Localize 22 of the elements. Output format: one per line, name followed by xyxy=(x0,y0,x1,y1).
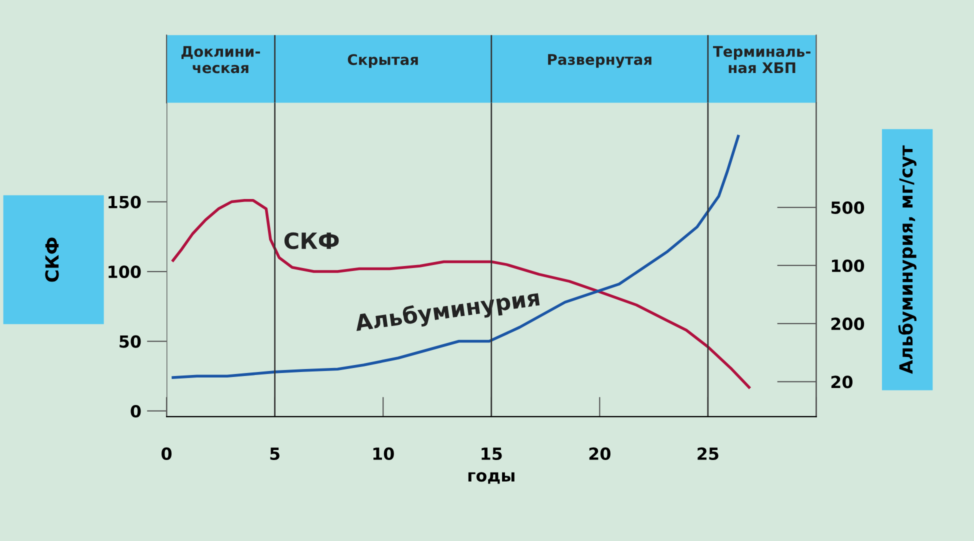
y-tick-label: 0 xyxy=(130,404,141,418)
text: Терминаль- ная ХБП xyxy=(713,46,810,74)
text: Скрытая xyxy=(348,54,418,68)
category-label: 200 xyxy=(831,318,864,330)
x-tick-label: 0 xyxy=(162,447,172,460)
x-tick-label: 10 xyxy=(373,447,394,460)
category-label: 20 xyxy=(831,376,852,388)
x-tick-label: 5 xyxy=(270,448,280,460)
y2-axis-title: Альбуминурия, мг/сут xyxy=(898,145,916,374)
x-tick-label: 20 xyxy=(589,447,610,460)
y-tick-label: 50 xyxy=(120,335,141,348)
series-label: СКФ xyxy=(284,232,339,250)
x-axis-title: годы xyxy=(468,472,514,484)
x-tick-label: 15 xyxy=(482,448,502,460)
text: Доклини- ческая xyxy=(181,46,260,74)
y-tick-label: 100 xyxy=(108,265,141,278)
category-label: 100 xyxy=(832,259,864,272)
category-label: 500 xyxy=(831,201,864,214)
text: Развернутая xyxy=(548,54,652,68)
y-tick-label: 150 xyxy=(108,196,141,208)
y-axis-title: СКФ xyxy=(45,238,59,282)
x-tick-label: 25 xyxy=(698,447,718,460)
